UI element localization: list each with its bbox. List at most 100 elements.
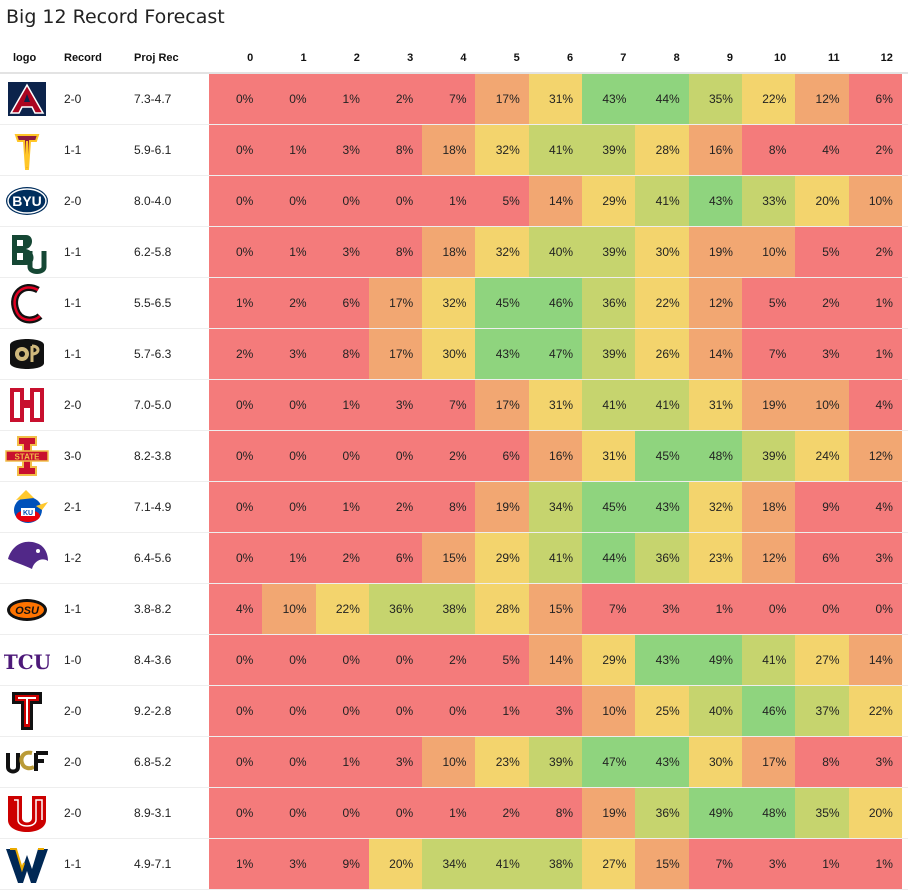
probability-cell: 19% [475,482,529,532]
probability-cell: 4% [209,584,263,634]
probability-cell: 38% [528,839,583,889]
colorado-logo [4,331,50,377]
probability-cell: 39% [582,227,636,277]
svg-text:TCU: TCU [4,650,50,674]
probability-cell: 1% [795,839,849,889]
table-row: KU 2-1 7.1-4.9 0% 0% 1% 2% 8% 19% 34% 45% 43% 32% 18%… [0,482,908,533]
probability-cell: 27% [582,839,636,889]
proj-rec-cell: 4.9-7.1 [134,857,172,871]
table-row: 2-0 7.0-5.0 0% 0% 1% 3% 7% 17% 31% 41% 41% 31% 19% 10… [0,380,908,431]
probability-cell: 31% [688,380,742,430]
probability-cell: 0% [368,176,423,226]
probability-cell: 0% [315,431,369,481]
header-wins-1: 1 [300,52,307,64]
probability-cell: 2% [422,635,476,685]
probability-cell: 0% [262,380,316,430]
probability-cell: 0% [368,788,423,838]
proj-rec-cell: 6.2-5.8 [134,245,172,259]
probability-cell: 1% [422,176,476,226]
probability-cell: 14% [688,329,742,379]
probability-cell: 19% [688,227,742,277]
probability-cell: 0% [315,788,369,838]
probability-cell: 47% [528,329,583,379]
probability-cell: 1% [315,380,369,430]
probability-cell: 44% [582,533,636,583]
probability-cell: 3% [848,737,902,787]
probability-cells: 0% 0% 0% 0% 0% 1% 3% 10% 25% 40% 46% 37% 22% [209,686,902,736]
record-cell: 1-1 [64,602,82,616]
probability-cell: 10% [741,227,796,277]
kansas-state-logo [4,535,50,581]
probability-cell: 1% [848,839,902,889]
probability-cell: 1% [422,788,476,838]
table-header: logo Record Proj Rec 0 1 2 3 4 5 6 7 8 9 10 11 12 [0,48,908,74]
proj-rec-cell: 8.4-3.6 [134,653,172,667]
table-row: 2-0 7.3-4.7 0% 0% 1% 2% 7% 17% 31% 43% 44% 35% 22% 12… [0,74,908,125]
baylor-logo [4,229,50,275]
probability-cell: 1% [475,686,529,736]
probability-cell: 1% [262,125,316,175]
header-wins-10: 10 [774,52,787,64]
probability-cell: 12% [688,278,742,328]
tcu-logo: TCU [3,637,51,683]
probability-cell: 7% [582,584,636,634]
probability-cell: 8% [422,482,476,532]
probability-cell: 0% [795,584,849,634]
probability-cells: 0% 0% 0% 0% 1% 2% 8% 19% 36% 49% 48% 35% 20% [209,788,902,838]
probability-cell: 6% [368,533,423,583]
proj-rec-cell: 5.9-6.1 [134,143,172,157]
proj-rec-cell: 7.3-4.7 [134,92,172,106]
record-cell: 2-0 [64,806,82,820]
probability-cell: 45% [475,278,529,328]
byu-logo: BYU [4,178,50,224]
proj-rec-cell: 6.4-5.6 [134,551,172,565]
probability-cell: 12% [741,533,796,583]
texas-tech-logo [4,688,50,734]
probability-cell: 15% [528,584,583,634]
record-cell: 2-0 [64,398,82,412]
probability-cell: 19% [741,380,796,430]
proj-rec-cell: 7.0-5.0 [134,398,172,412]
probability-cell: 16% [528,431,583,481]
probability-cell: 4% [848,482,902,532]
probability-cell: 17% [368,278,423,328]
probability-cell: 1% [262,227,316,277]
ucf-logo [4,739,50,785]
record-cell: 1-1 [64,143,82,157]
probability-cell: 40% [688,686,742,736]
probability-cell: 1% [848,329,902,379]
probability-cell: 38% [422,584,476,634]
probability-cell: 48% [741,788,796,838]
probability-cell: 5% [795,227,849,277]
probability-cell: 31% [582,431,636,481]
header-wins-6: 6 [566,52,574,64]
probability-cell: 8% [795,737,849,787]
probability-cell: 3% [315,125,369,175]
probability-cell: 30% [688,737,742,787]
probability-cell: 2% [795,278,849,328]
probability-cell: 8% [368,227,423,277]
forecast-table: logo Record Proj Rec 0 1 2 3 4 5 6 7 8 9 10 11 12 2-… [0,48,908,890]
probability-cell: 2% [368,482,423,532]
record-cell: 3-0 [64,449,82,463]
record-cell: 1-2 [64,551,82,565]
probability-cell: 12% [795,74,849,124]
probability-cell: 10% [582,686,636,736]
probability-cell: 3% [262,839,316,889]
probability-cells: 2% 3% 8% 17% 30% 43% 47% 39% 26% 14% 7% 3% 1% [209,329,902,379]
header-wins-2: 2 [353,52,360,64]
table-row: 1-1 5.5-6.5 1% 2% 6% 17% 32% 45% 46% 36% 22% 12% 5% 2… [0,278,908,329]
table-row: 2-0 9.2-2.8 0% 0% 0% 0% 0% 1% 3% 10% 25% 40% 46% 37% 2… [0,686,908,737]
svg-text:STATE: STATE [14,453,40,462]
probability-cell: 24% [795,431,849,481]
probability-cells: 0% 0% 1% 2% 7% 17% 31% 43% 44% 35% 22% 12% 6% [209,74,902,124]
probability-cell: 43% [475,329,529,379]
probability-cell: 8% [528,788,583,838]
probability-cell: 23% [688,533,742,583]
probability-cell: 0% [209,176,263,226]
probability-cell: 2% [422,431,476,481]
probability-cell: 36% [582,278,636,328]
arizona-logo [4,76,50,122]
probability-cells: 0% 1% 3% 8% 18% 32% 40% 39% 30% 19% 10% 5% 2% [209,227,902,277]
header-wins-12: 12 [880,52,893,64]
